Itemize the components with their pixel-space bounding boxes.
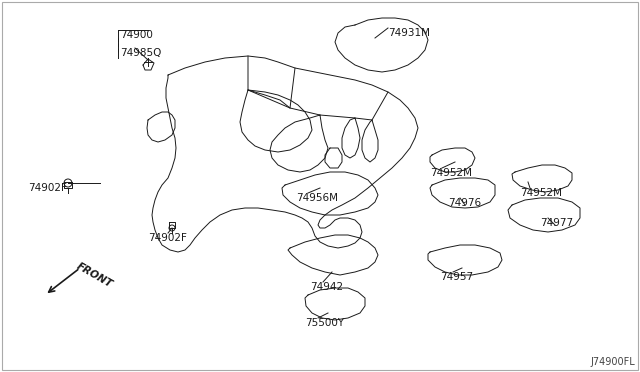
Text: 74977: 74977 [540, 218, 573, 228]
Text: J74900FL: J74900FL [590, 357, 635, 367]
Text: 74957: 74957 [440, 272, 473, 282]
Text: 74952M: 74952M [430, 168, 472, 178]
Text: 75500Y: 75500Y [305, 318, 344, 328]
Text: FRONT: FRONT [75, 261, 115, 289]
Text: 74942: 74942 [310, 282, 343, 292]
Text: 74956M: 74956M [296, 193, 338, 203]
Text: 74900: 74900 [120, 30, 153, 40]
Text: 74952M: 74952M [520, 188, 562, 198]
Text: 74931M: 74931M [388, 28, 430, 38]
Text: 74985Q: 74985Q [120, 48, 161, 58]
Text: 74976: 74976 [448, 198, 481, 208]
Text: 74902F: 74902F [148, 233, 187, 243]
Text: 74902F: 74902F [28, 183, 67, 193]
